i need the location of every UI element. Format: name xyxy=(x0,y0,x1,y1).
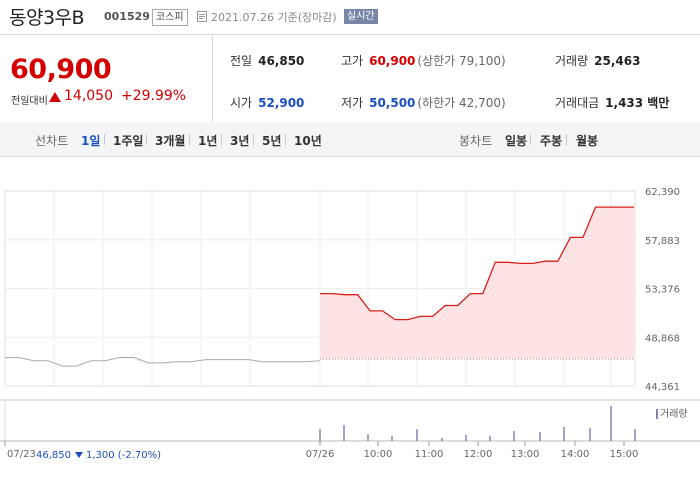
change-amount: 14,050 xyxy=(64,88,113,104)
upper-limit: (상한가 79,100) xyxy=(417,54,506,68)
candle-chart-label: 봉차트 xyxy=(459,134,493,148)
divider xyxy=(221,134,222,145)
x-tick-label: 11:00 xyxy=(415,449,444,460)
tab-1year[interactable]: 1년 xyxy=(198,134,218,148)
tab-3year[interactable]: 3년 xyxy=(230,134,250,148)
trade-value-label: 거래대금 xyxy=(555,96,600,110)
x-tick-label: 10:00 xyxy=(364,449,393,460)
x-axis: 07/23 07/26 10:00 11:00 12:00 13:00 14:00 15:00… xyxy=(4,441,639,461)
divider xyxy=(146,134,147,145)
prev-close-value: 46,850 xyxy=(258,54,305,68)
price-lines xyxy=(5,206,634,367)
divider xyxy=(104,134,105,145)
divider xyxy=(566,134,567,145)
period-tabs: 선차트 1일 1주일 3개월 1년 3년 5년 10년 봉차트 일봉 주봉 월봉 xyxy=(0,122,700,157)
tab-weekly[interactable]: 주봉 xyxy=(540,134,563,148)
plot-border xyxy=(4,190,636,387)
y-tick-label: 62,390 xyxy=(645,187,680,198)
today-price-line xyxy=(320,206,634,321)
base-date: 2021.07.26 기준(장마감) xyxy=(211,11,337,24)
volume-chart: 거래량 xyxy=(0,399,700,442)
footer-prev-price: 46,850 xyxy=(36,450,71,461)
divider xyxy=(530,134,531,145)
x-tick-label: 13:00 xyxy=(511,449,540,460)
volume-legend-swatch xyxy=(656,409,658,419)
price-chart[interactable]: 62,390 57,883 53,376 48,868 44,361 거래량 07/23… xyxy=(0,156,700,478)
high-label: 고가 xyxy=(341,54,364,68)
low-value: 50,500 xyxy=(369,96,416,110)
prev-day-line xyxy=(5,357,321,367)
line-chart-label: 선차트 xyxy=(35,134,69,148)
price-fill xyxy=(320,207,634,360)
market-badge: 코스피 xyxy=(152,9,188,26)
divider xyxy=(285,134,286,145)
high-value: 60,900 xyxy=(369,54,416,68)
document-icon xyxy=(197,11,207,22)
volume-legend-label: 거래량 xyxy=(660,408,688,420)
x-tick-label: 12:00 xyxy=(464,449,493,460)
y-tick-label: 44,361 xyxy=(645,382,680,393)
up-arrow-icon xyxy=(49,92,61,102)
tab-10year[interactable]: 10년 xyxy=(294,134,322,148)
lower-limit: (하한가 42,700) xyxy=(417,96,506,110)
y-tick-label: 57,883 xyxy=(645,236,680,247)
prev-close-stat: 전일 46,850 xyxy=(230,52,304,69)
stock-name: 동양3우B xyxy=(9,7,85,29)
tab-3month[interactable]: 3개월 xyxy=(155,134,186,148)
tab-1week[interactable]: 1주일 xyxy=(113,134,144,148)
divider xyxy=(189,134,190,145)
price-summary: 60,900 전일대비 14,050 +29.99% 전일 46,850 고가 60… xyxy=(0,34,700,124)
trade-value-value: 1,433 백만 xyxy=(605,96,670,110)
tab-1day[interactable]: 1일 xyxy=(81,134,101,148)
divider xyxy=(253,134,254,145)
volume-stat: 거래량 25,463 xyxy=(555,52,640,69)
prev-close-label: 전일 xyxy=(230,54,253,68)
stock-header: 동양3우B 001529 코스피 2021.07.26 기준(장마감) 실시간 xyxy=(0,0,700,34)
price-area-fill xyxy=(320,207,634,360)
volume-label: 거래량 xyxy=(555,54,589,68)
x-tick-label: 15:00 xyxy=(610,449,639,460)
y-tick-label: 53,376 xyxy=(645,285,680,296)
open-stat: 시가 52,900 xyxy=(230,94,304,111)
stock-code: 001529 xyxy=(104,10,150,23)
low-label: 저가 xyxy=(341,96,364,110)
tab-monthly[interactable]: 월봉 xyxy=(576,134,599,148)
x-tick-label: 14:00 xyxy=(561,449,590,460)
current-price-box: 60,900 전일대비 14,050 +29.99% xyxy=(0,35,213,123)
low-stat: 저가 50,500 (하한가 42,700) xyxy=(341,94,506,111)
volume-value: 25,463 xyxy=(594,54,641,68)
footer-change: 1,300 (-2.70%) xyxy=(86,450,161,461)
change-percent: +29.99% xyxy=(121,88,187,104)
x-tick-label: 07/26 xyxy=(306,449,335,460)
open-value: 52,900 xyxy=(258,96,305,110)
trade-value-stat: 거래대금 1,433 백만 xyxy=(555,94,669,111)
x-tick-label: 07/23 xyxy=(7,449,36,460)
change-label: 전일대비 xyxy=(11,96,48,107)
current-price: 60,900 xyxy=(10,54,112,85)
realtime-badge[interactable]: 실시간 xyxy=(344,9,378,24)
tab-5year[interactable]: 5년 xyxy=(262,134,282,148)
high-stat: 고가 60,900 (상한가 79,100) xyxy=(341,52,506,69)
y-axis: 62,390 57,883 53,376 48,868 44,361 xyxy=(645,187,680,393)
open-label: 시가 xyxy=(230,96,253,110)
y-tick-label: 48,868 xyxy=(645,333,680,344)
down-arrow-icon xyxy=(75,452,83,458)
tab-daily[interactable]: 일봉 xyxy=(505,134,528,148)
